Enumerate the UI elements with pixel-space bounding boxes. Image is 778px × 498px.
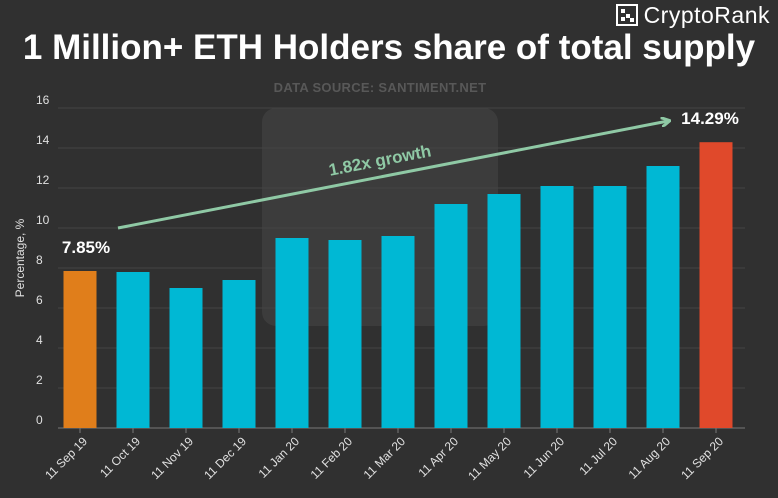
bar — [594, 186, 627, 428]
bar — [382, 236, 415, 428]
bar-chart: 0246810121416 Percentage, % 11 Sep 19 11 … — [0, 0, 778, 498]
y-tick-label: 14 — [36, 133, 50, 147]
x-tick-label: 11 Sep 19 — [42, 434, 90, 482]
bar — [700, 142, 733, 428]
y-tick-label: 12 — [36, 173, 50, 187]
data-label-first: 7.85% — [62, 238, 110, 257]
x-tick-label: 11 Feb 20 — [308, 434, 356, 482]
x-tick-label: 11 Aug 20 — [626, 434, 674, 482]
x-tick-label: 11 Dec 19 — [201, 434, 249, 482]
x-axis-ticks: 11 Sep 19 11 Oct 19 11 Nov 19 11 Dec 19 11 J… — [42, 428, 726, 483]
bar — [647, 166, 680, 428]
y-tick-label: 4 — [36, 333, 43, 347]
x-tick-label: 11 Jun 20 — [521, 434, 568, 481]
bar — [488, 194, 521, 428]
bar — [541, 186, 574, 428]
x-tick-label: 11 Jan 20 — [256, 434, 303, 481]
y-tick-label: 6 — [36, 293, 43, 307]
y-tick-label: 0 — [36, 413, 43, 427]
bar — [329, 240, 362, 428]
x-tick-label: 11 Mar 20 — [361, 434, 409, 482]
bar — [117, 272, 150, 428]
x-tick-label: 11 May 20 — [465, 434, 514, 483]
bar — [276, 238, 309, 428]
bar — [223, 280, 256, 428]
data-label-last: 14.29% — [681, 109, 739, 128]
x-tick-label: 11 Sep 20 — [678, 434, 726, 482]
y-axis-ticks: 0 2 4 6 8 10 12 14 16 — [36, 93, 50, 427]
y-tick-label: 2 — [36, 373, 43, 387]
x-tick-label: 11 Jul 20 — [576, 434, 620, 478]
bar — [435, 204, 468, 428]
x-tick-label: 11 Oct 19 — [97, 434, 143, 480]
bar — [64, 271, 97, 428]
bar — [170, 288, 203, 428]
x-tick-label: 11 Apr 20 — [416, 434, 462, 480]
y-tick-label: 16 — [36, 93, 50, 107]
y-axis-label: Percentage, % — [13, 218, 27, 297]
y-tick-label: 10 — [36, 213, 50, 227]
x-tick-label: 11 Nov 19 — [148, 434, 196, 482]
y-tick-label: 8 — [36, 253, 43, 267]
